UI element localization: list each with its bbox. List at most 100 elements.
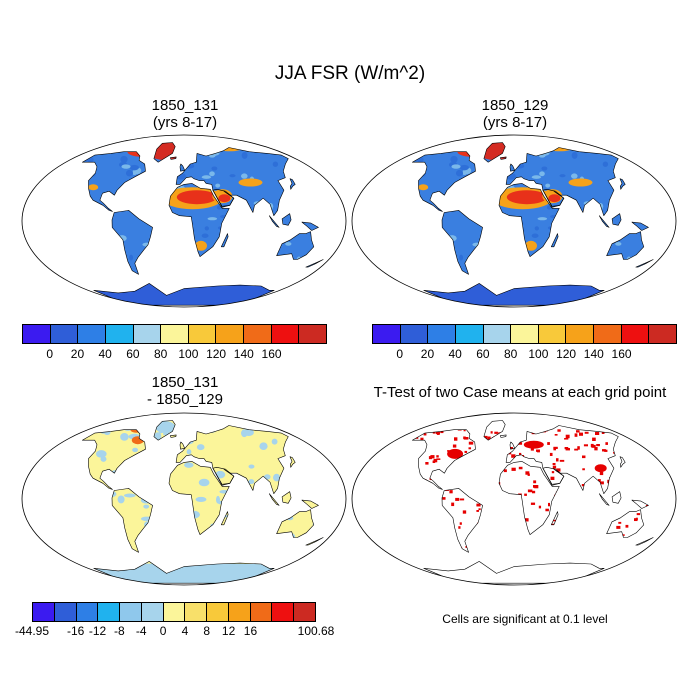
significant-cell <box>524 518 529 522</box>
colorbar-tick-label: -4 <box>135 624 147 638</box>
coastline-africa <box>168 183 230 257</box>
map-border <box>21 134 347 308</box>
kalahari-region <box>525 240 537 251</box>
significant-cell <box>550 476 555 480</box>
significant-cell <box>547 442 550 445</box>
panel1-title: 1850_131 (yrs 8-17) <box>20 97 350 131</box>
significant-cell <box>524 493 527 496</box>
significant-cell <box>532 490 536 494</box>
coastline-africa <box>498 183 560 257</box>
colorbar-swatch <box>455 325 484 343</box>
land-cell <box>209 171 215 177</box>
coastline-namerica <box>412 151 476 212</box>
significant-cell <box>511 467 516 471</box>
colorbar-tick-label: 0 <box>159 624 167 638</box>
coastline-eurasia <box>175 147 289 216</box>
colorbar-swatch <box>244 325 272 343</box>
significant-cell <box>436 455 439 458</box>
significant-cell <box>432 431 436 434</box>
map-border <box>351 134 677 308</box>
land-cell <box>531 175 542 179</box>
colorbar-swatch <box>54 603 77 621</box>
negative-anomaly-cell <box>132 447 139 453</box>
land-cell <box>571 173 578 179</box>
significant-cell <box>415 437 419 439</box>
map-panel-ttest <box>351 412 677 586</box>
significant-cell <box>517 442 523 445</box>
significant-cell <box>591 444 596 448</box>
colorbar-swatch <box>483 325 512 343</box>
colorbar-swatch <box>538 325 567 343</box>
ocean <box>352 135 676 307</box>
land-cell <box>559 174 566 178</box>
coastline-eurasia <box>505 425 619 494</box>
colorbar-tick-label: 20 <box>420 347 435 361</box>
significant-cell <box>478 508 481 511</box>
significant-cell <box>449 490 453 494</box>
panel2-title-line2: (yrs 8-17) <box>482 114 548 131</box>
coastline-eurasia <box>505 147 619 216</box>
ocean <box>352 413 676 585</box>
colorbar-swatch <box>228 603 251 621</box>
colorbar-swatch <box>373 325 401 343</box>
significant-cell <box>553 447 557 451</box>
significant-cell <box>636 513 641 516</box>
coastline-samerica <box>441 488 483 553</box>
significant-cell <box>530 502 536 505</box>
land-cell <box>285 242 292 246</box>
significant-cell <box>464 450 468 453</box>
colorbar-swatch <box>216 325 245 343</box>
colorbar-swatch <box>188 325 217 343</box>
negative-anomaly-cell <box>184 462 194 468</box>
negative-anomaly-cell <box>243 428 254 437</box>
colorbar-1850-129 <box>372 324 677 344</box>
coastline-newguinea <box>631 221 649 231</box>
significant-cell <box>465 546 468 548</box>
map-panel-difference <box>21 412 347 586</box>
colorbar-tick-label: 140 <box>583 347 604 361</box>
significant-cell <box>428 456 432 460</box>
significant-region <box>523 440 544 449</box>
colorbar-tick-label: 80 <box>153 347 168 361</box>
coastline-namerica <box>82 151 146 212</box>
colorbar-tick-label: 40 <box>98 347 112 361</box>
significant-cell <box>447 450 450 452</box>
significant-cell <box>545 508 549 512</box>
coastline-australia <box>276 231 315 260</box>
significant-cell <box>618 521 622 524</box>
coastline-namerica <box>412 429 476 490</box>
significant-cell <box>564 438 569 440</box>
coastline-greenland <box>153 420 176 441</box>
colorbar-swatch <box>428 325 456 343</box>
colorbar-tick-label: 60 <box>126 347 140 361</box>
coastline-sumatra <box>599 493 610 506</box>
land-cell <box>129 254 134 261</box>
significant-cell <box>574 433 578 437</box>
significant-cell <box>463 436 466 440</box>
significant-cell <box>459 522 462 525</box>
significant-cell <box>458 526 461 529</box>
coastline-nz <box>635 537 654 546</box>
significant-cell <box>436 458 441 460</box>
coastline-sumatra <box>269 215 280 228</box>
land-cell <box>451 164 461 169</box>
significant-cell <box>503 469 507 473</box>
negative-anomaly-cell <box>196 444 205 451</box>
significant-cell <box>519 452 522 456</box>
coastline-greenland <box>153 142 176 163</box>
significant-cell <box>565 434 570 439</box>
significant-cell <box>552 465 557 469</box>
coastline-nz <box>305 537 324 546</box>
sahara-hot-region <box>506 190 547 205</box>
panel3-title-line2: - 1850_129 <box>147 391 223 408</box>
colorbar-tick-label: 4 <box>181 624 189 638</box>
significant-cell <box>579 432 584 436</box>
coastline-newguinea <box>301 499 319 509</box>
negative-anomaly-cell <box>271 438 278 445</box>
coastline-iceland <box>170 156 177 160</box>
significant-cell <box>420 437 424 441</box>
coastline-borneo <box>281 491 292 504</box>
map-border <box>21 412 347 586</box>
coastline-borneo <box>611 213 622 226</box>
significant-cell <box>538 505 542 509</box>
